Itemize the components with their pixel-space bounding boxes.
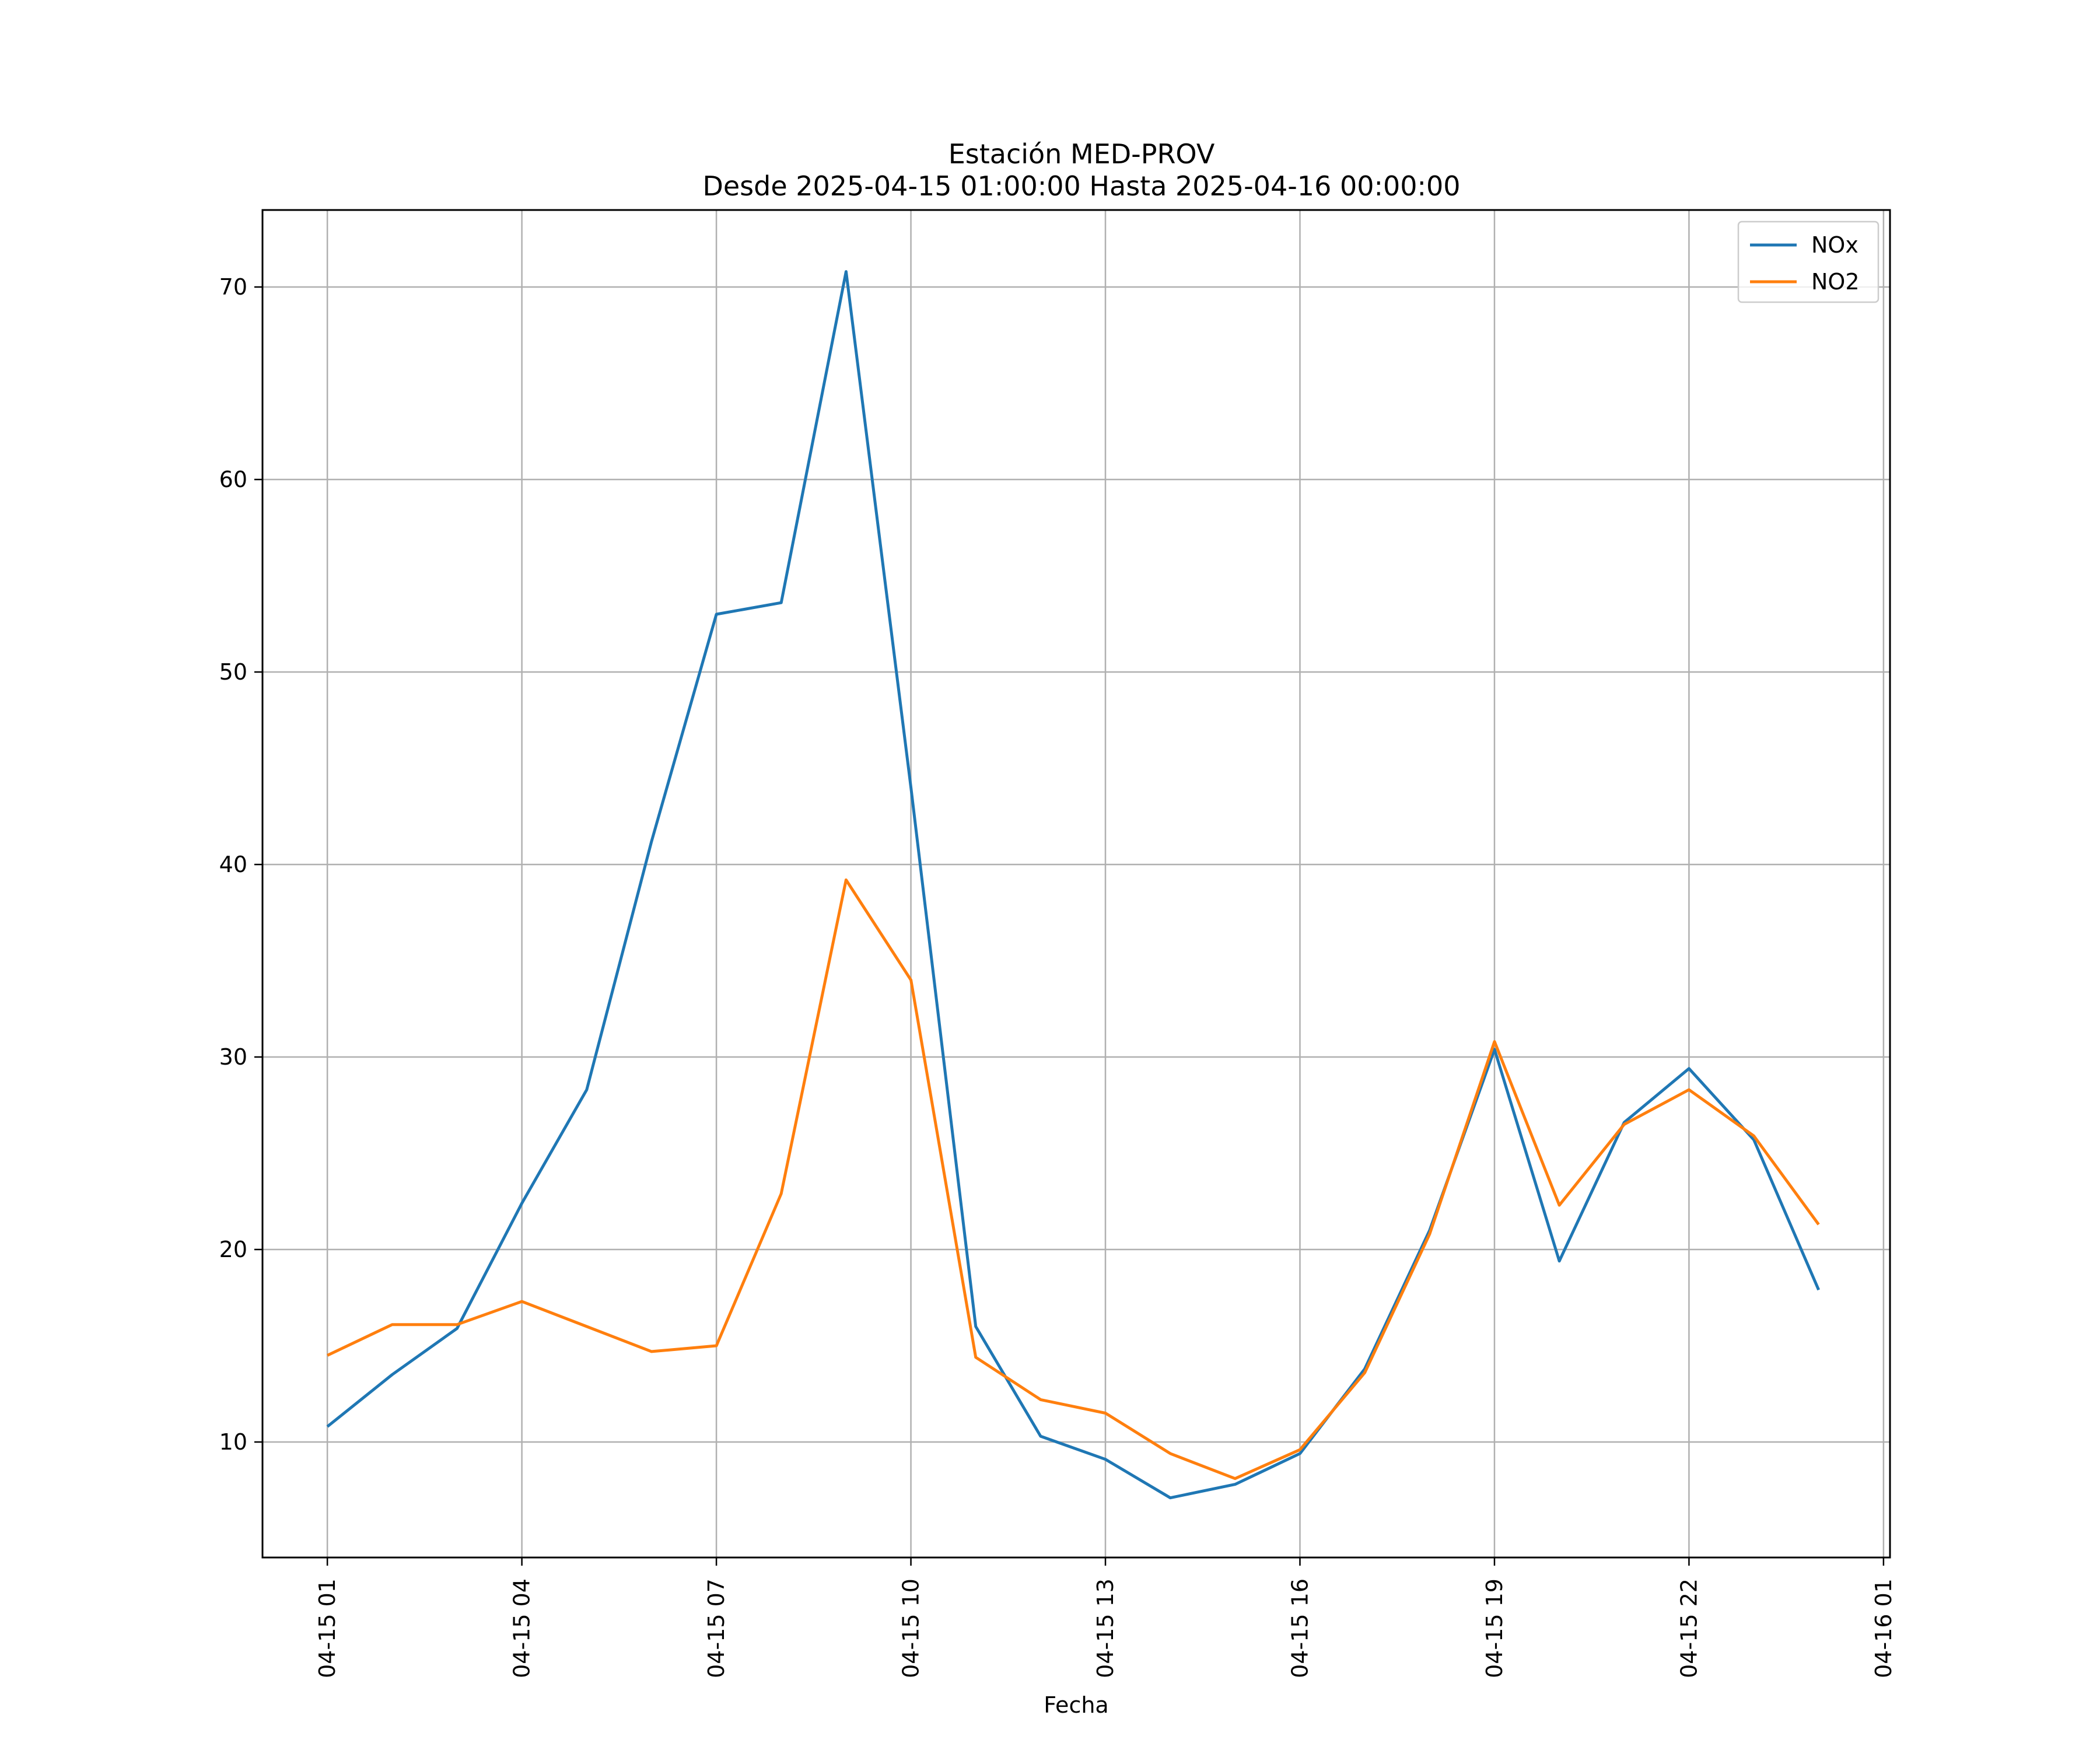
y-tick-label: 50 [219,659,247,685]
x-tick-label: 04-15 10 [898,1578,924,1678]
x-axis-ticks: 04-15 01 04-15 04 04-15 07 04-15 10 04-15 13… [314,1558,1896,1678]
series-line-nox [326,270,1820,1500]
series-line-no2 [327,878,1820,1480]
x-tick-label: 04-15 01 [314,1578,340,1678]
y-tick-label: 60 [219,467,247,492]
x-tick-label: 04-15 16 [1287,1578,1312,1678]
x-tick-label: 04-15 22 [1676,1578,1702,1678]
plot-area-frame [261,209,1891,1559]
legend-label-nox: NOx [1811,232,1859,258]
x-axis-label: Fecha [1044,1692,1108,1718]
y-tick-label: 70 [219,274,247,300]
x-tick-label: 04-16 01 [1871,1578,1896,1678]
x-tick-label: 04-15 04 [509,1578,535,1678]
y-axis-ticks: 10 20 30 40 50 60 70 [219,274,262,1455]
legend: NOx NO2 [1737,220,1880,303]
y-tick-label: 10 [219,1429,247,1455]
y-tick-label: 30 [219,1044,247,1070]
chart-title: Estación MED-PROV [949,138,1215,170]
x-tick-label: 04-15 19 [1482,1578,1507,1678]
chart-subtitle: Desde 2025-04-15 01:00:00 Hasta 2025-04-… [702,170,1460,202]
x-tick-label: 04-15 07 [704,1578,729,1678]
series-lines [326,270,1820,1500]
x-tick-label: 04-15 13 [1093,1578,1118,1678]
grid [262,210,1890,1558]
y-tick-label: 20 [219,1237,247,1262]
legend-label-no2: NO2 [1811,269,1860,295]
y-tick-label: 40 [219,852,247,877]
